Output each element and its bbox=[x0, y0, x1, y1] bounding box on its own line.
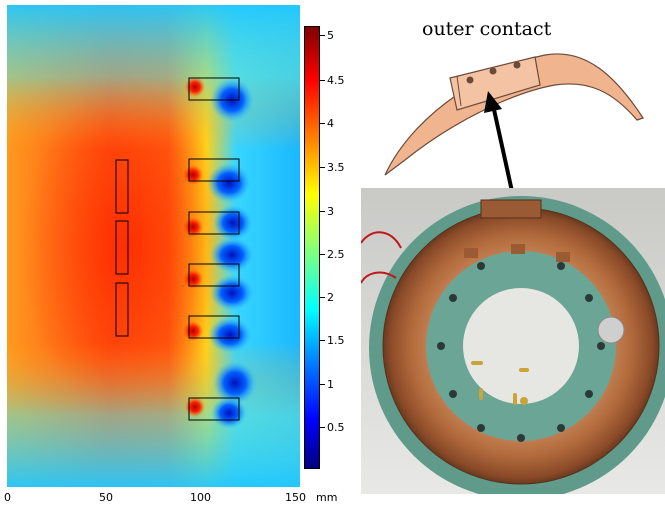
colorbar-tick bbox=[320, 297, 325, 298]
inner-coil-conductor bbox=[115, 220, 129, 275]
colorbar-tick bbox=[320, 123, 325, 124]
colorbar-tick bbox=[320, 254, 325, 255]
colorbar bbox=[304, 26, 320, 469]
colorbar-tick-label: 0.5 bbox=[327, 421, 345, 434]
outer-coil-conductor bbox=[188, 263, 240, 287]
colorbar-tick-label: 3 bbox=[327, 205, 334, 218]
colorbar-tick-label: 1.5 bbox=[327, 334, 345, 347]
colorbar-tick bbox=[320, 35, 325, 36]
colorbar-tick bbox=[320, 211, 325, 212]
colorbar-tick bbox=[320, 167, 325, 168]
outer-coil-conductor bbox=[188, 77, 240, 101]
colorbar-tick-label: 4.5 bbox=[327, 74, 345, 87]
colorbar-tick-label: 2.5 bbox=[327, 248, 345, 261]
colorbar-tick bbox=[320, 80, 325, 81]
x-axis-unit: mm bbox=[316, 491, 338, 504]
x-tick-label: 50 bbox=[99, 491, 113, 504]
callout-label: outer contact bbox=[422, 18, 552, 40]
inner-coil-conductor bbox=[115, 282, 129, 337]
outer-coil-conductor bbox=[188, 158, 240, 182]
colorbar-tick bbox=[320, 340, 325, 341]
outer-coil-conductor bbox=[188, 397, 240, 421]
outer-coil-conductor bbox=[188, 315, 240, 339]
colorbar-tick-label: 3.5 bbox=[327, 161, 345, 174]
colorbar-tick bbox=[320, 384, 325, 385]
coil-assembly-photo bbox=[361, 188, 665, 494]
x-tick-label: 100 bbox=[190, 491, 211, 504]
colorbar-tick-label: 4 bbox=[327, 117, 334, 130]
x-tick-label: 0 bbox=[4, 491, 11, 504]
outer-coil-conductor bbox=[188, 211, 240, 235]
colorbar-tick-label: 1 bbox=[327, 378, 334, 391]
x-tick-label: 150 bbox=[285, 491, 306, 504]
colorbar-tick-label: 5 bbox=[327, 29, 334, 42]
field-map bbox=[7, 5, 300, 487]
colorbar-tick-label: 2 bbox=[327, 291, 334, 304]
inner-coil-conductor bbox=[115, 159, 129, 214]
colorbar-tick bbox=[320, 427, 325, 428]
